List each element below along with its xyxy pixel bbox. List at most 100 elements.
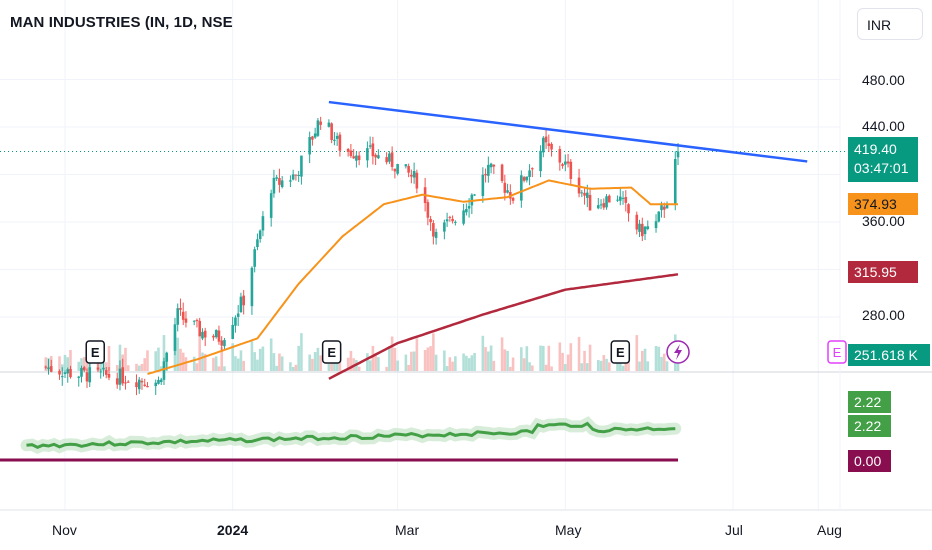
candle-body: [528, 170, 531, 177]
volume-bar: [588, 344, 592, 371]
candle-body: [561, 164, 564, 166]
candle-body: [157, 379, 160, 384]
earnings-marker: E: [321, 340, 342, 364]
earnings-marker-box: [610, 340, 631, 364]
candle-body: [627, 204, 630, 214]
volume-bars: [44, 333, 680, 371]
candle-body: [542, 137, 545, 153]
candle-body: [432, 223, 435, 237]
time-label-mar: Mar: [395, 522, 420, 538]
bar-countdown: 03:47:01: [854, 160, 909, 176]
candle-body: [201, 331, 204, 339]
volume-bar: [69, 349, 72, 371]
candle-body: [223, 340, 226, 347]
volume-bar: [528, 362, 531, 371]
candle-body: [231, 324, 234, 339]
volume-bar: [443, 350, 446, 371]
candle-body: [352, 156, 355, 159]
candle-body: [635, 214, 639, 230]
volume-bar: [665, 361, 669, 371]
time-label-nov: Nov: [52, 522, 77, 538]
future-earnings-label: E: [833, 345, 842, 360]
candle-body: [429, 218, 432, 223]
candle-body: [269, 193, 273, 218]
candle-body: [327, 122, 331, 127]
volume-bar: [621, 365, 625, 371]
candle-body: [404, 164, 408, 167]
volume-bar: [63, 354, 67, 371]
volume-bar: [162, 335, 166, 371]
volume-bar: [371, 345, 375, 371]
volume-bar: [492, 360, 496, 371]
volume-bar: [308, 354, 311, 371]
volume-bar: [250, 341, 254, 371]
candle-body: [82, 367, 86, 371]
candle-body: [544, 136, 548, 143]
volume-bar: [520, 347, 523, 371]
candle-body: [330, 123, 333, 140]
volume-bar: [294, 364, 298, 371]
candle-body: [580, 192, 584, 194]
volume-bar: [368, 360, 372, 371]
volume-bar: [154, 351, 158, 371]
candle-body: [550, 143, 553, 150]
candle-body: [159, 379, 163, 383]
candle-body: [234, 317, 237, 326]
volume-bar: [135, 363, 138, 371]
volume-bar: [107, 345, 111, 371]
candle-body: [102, 367, 105, 370]
volume-bar: [80, 358, 83, 371]
candle-body: [319, 121, 322, 125]
indicator-tag-b: 2.22: [848, 415, 891, 437]
candle-body: [107, 373, 111, 378]
volume-bar: [377, 357, 380, 371]
candle-body: [377, 155, 380, 159]
volume-bar: [544, 364, 548, 371]
candle-body: [236, 313, 240, 317]
volume-bar: [445, 366, 449, 371]
volume-bar: [234, 356, 237, 371]
volume-bar: [487, 351, 490, 371]
candle-body: [366, 148, 369, 161]
candle-body: [126, 381, 130, 383]
volume-bar: [297, 345, 300, 371]
candle-body: [154, 382, 158, 387]
volume-bar: [547, 345, 551, 371]
volume-bar: [374, 354, 377, 371]
candle-body: [525, 176, 529, 181]
candle-body: [393, 168, 397, 172]
volume-bar: [465, 355, 468, 371]
volume-bar: [643, 348, 647, 371]
currency-button[interactable]: INR: [857, 8, 923, 40]
candle-body: [184, 318, 188, 323]
volume-tag: 251.618 K: [848, 344, 930, 366]
candle-body: [335, 135, 339, 139]
candle-body: [624, 197, 628, 203]
last-price-value: 419.40: [854, 141, 897, 157]
volume-bar: [214, 356, 218, 371]
time-label-aug: Aug: [817, 522, 842, 538]
volume-bar: [335, 356, 339, 371]
candle-body: [665, 204, 669, 209]
candle-body: [44, 366, 48, 368]
volume-bar: [448, 357, 452, 371]
candle-body: [115, 378, 119, 385]
candle-body: [316, 120, 320, 136]
earnings-marker-label: E: [91, 345, 100, 360]
candle-body: [489, 163, 493, 168]
candle-body: [60, 376, 64, 378]
volume-bar: [366, 353, 369, 371]
volume-bar: [558, 342, 562, 371]
candle-body: [385, 157, 388, 163]
candle-body: [481, 174, 485, 196]
candle-body: [300, 155, 303, 177]
candle-body: [85, 372, 89, 382]
volume-bar: [404, 354, 408, 371]
candle-body: [583, 192, 586, 196]
candle-body: [88, 367, 92, 383]
candle-body: [607, 195, 611, 203]
time-label-2024: 2024: [217, 522, 249, 538]
oscillator-line: [26, 421, 676, 450]
